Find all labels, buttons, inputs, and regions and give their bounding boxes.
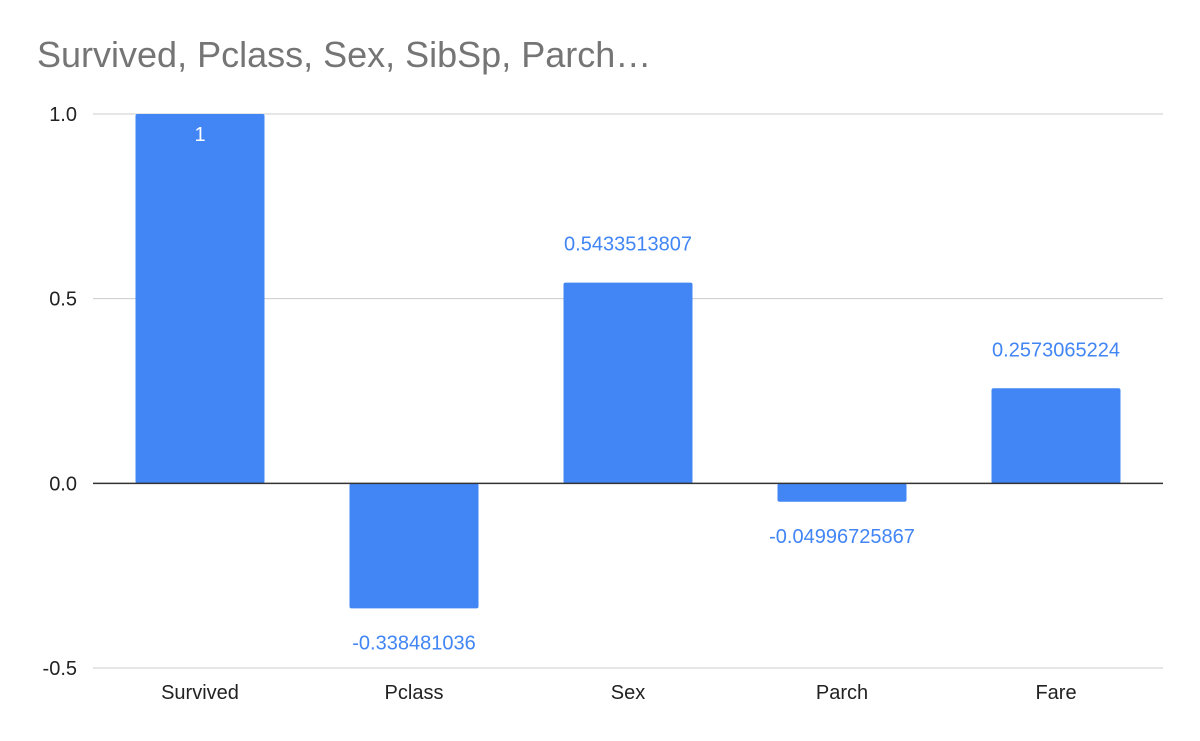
x-axis-ticks: Survived Pclass Sex Parch Fare (161, 682, 1076, 704)
y-tick-label: 1.0 (49, 104, 77, 126)
bar-survived (135, 114, 265, 484)
data-label: 0.5433513807 (564, 234, 692, 256)
x-tick-label: Parch (816, 682, 868, 704)
data-label: 0.2573065224 (992, 339, 1120, 361)
y-tick-label: 0.5 (49, 289, 77, 311)
y-axis-ticks: 1.0 0.5 0.0 -0.5 (43, 104, 77, 680)
bar-sex (563, 282, 693, 484)
data-labels: 1 -0.338481036 0.5433513807 -0.04996725867 0… (194, 124, 1120, 654)
x-tick-label: Fare (1035, 682, 1076, 704)
x-tick-label: Survived (161, 682, 239, 704)
x-tick-label: Sex (611, 682, 645, 704)
chart-title: Survived, Pclass, Sex, SibSp, Parch… (37, 34, 652, 75)
data-label: -0.04996725867 (769, 526, 915, 548)
bar-fare (991, 388, 1121, 484)
x-tick-label: Pclass (385, 682, 444, 704)
bar-pclass (349, 483, 479, 609)
y-tick-label: 0.0 (49, 473, 77, 495)
data-label: -0.338481036 (352, 632, 475, 654)
y-tick-label: -0.5 (43, 658, 77, 680)
data-label: 1 (194, 124, 205, 146)
bars (135, 114, 1121, 609)
bar-parch (777, 483, 907, 502)
